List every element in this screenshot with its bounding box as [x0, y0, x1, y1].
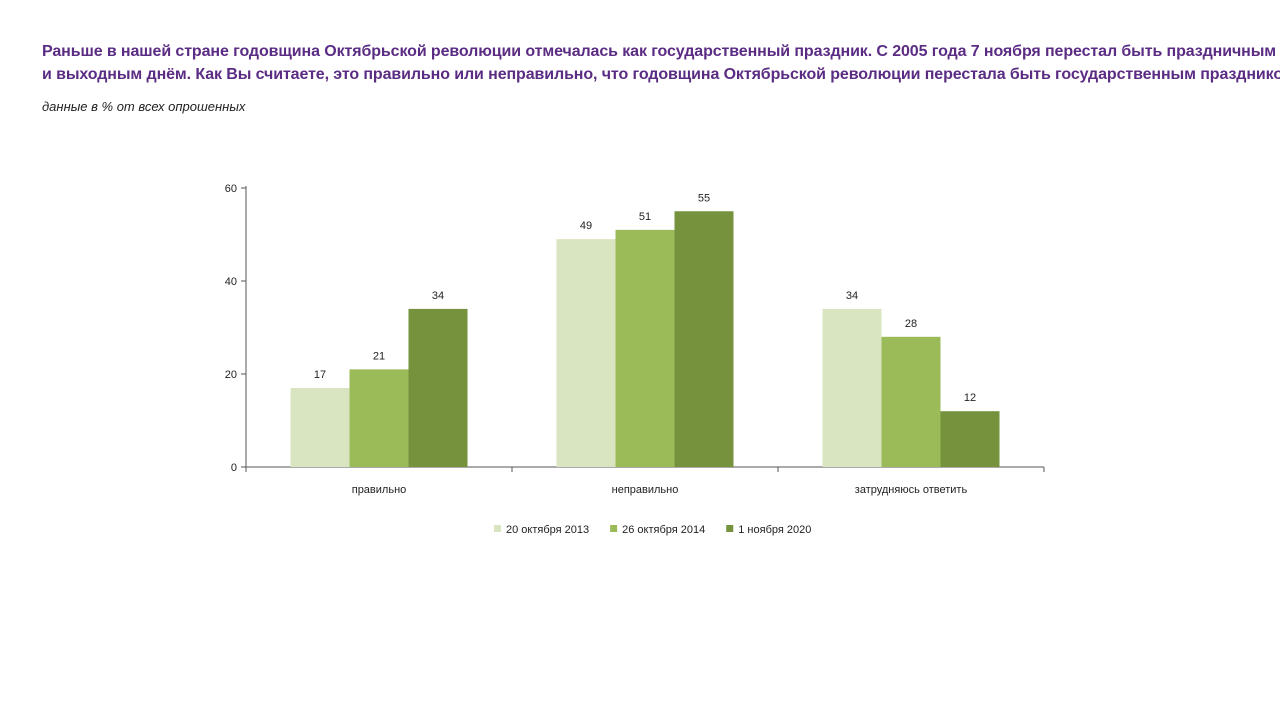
bar-value-label: 12	[964, 392, 976, 404]
question-line-2: и выходным днём. Как Вы считаете, это пр…	[42, 66, 1280, 83]
bar	[556, 239, 616, 467]
chart-legend: 20 октября 2013 26 октября 2014 1 ноября 2…	[494, 524, 811, 536]
bar-value-label: 21	[373, 350, 385, 362]
legend-label: 1 ноября 2020	[738, 524, 811, 536]
question-line-1: Раньше в нашей стране годовщина Октябрьс…	[42, 43, 1277, 60]
bar-value-label: 55	[698, 192, 710, 204]
bar-value-label: 51	[639, 211, 651, 223]
bar-value-label: 17	[314, 369, 326, 381]
category-label: затрудняюсь ответить	[855, 484, 968, 496]
category-label: правильно	[352, 484, 407, 496]
bar	[881, 336, 941, 467]
bar	[674, 211, 734, 467]
y-tick-label: 20	[225, 369, 237, 381]
y-tick-label: 0	[231, 462, 237, 474]
chart-bars	[290, 211, 1000, 467]
legend-swatch	[494, 525, 501, 532]
chart-subtitle: данные в % от всех опрошенных	[42, 99, 246, 114]
y-tick-label: 60	[225, 183, 237, 195]
bar	[615, 229, 675, 467]
legend-label: 20 октября 2013	[506, 524, 589, 536]
legend-label: 26 октября 2014	[622, 524, 705, 536]
category-label: неправильно	[612, 484, 679, 496]
bar	[940, 411, 1000, 467]
bar-value-label: 34	[846, 290, 858, 302]
bar-value-label: 49	[580, 220, 592, 232]
bar-value-label: 28	[905, 318, 917, 330]
bar	[349, 369, 409, 467]
legend-swatch	[610, 525, 618, 532]
legend-swatch	[726, 525, 734, 532]
chart-labels: 0 20 40 60 17 21 34 правильно 49 51 55 неправильно 3…	[225, 183, 976, 496]
y-tick-label: 40	[225, 276, 237, 288]
question-title: Раньше в нашей стране годовщина Октябрьс…	[42, 40, 1280, 86]
bar	[290, 387, 350, 467]
bar-value-label: 34	[432, 290, 444, 302]
bar	[822, 308, 882, 467]
bar	[408, 308, 468, 467]
